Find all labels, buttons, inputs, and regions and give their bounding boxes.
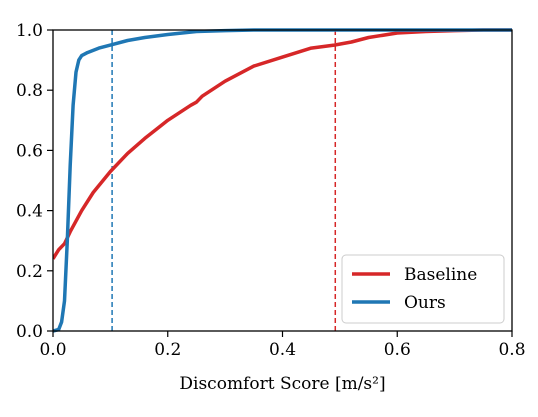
- axes-frame: [52, 29, 513, 332]
- x-tick-label: 0.0: [39, 340, 66, 360]
- x-axis-ticks: 0.0 0.2 0.4 0.6 0.8: [39, 331, 526, 360]
- legend: Baseline Ours: [341, 254, 505, 324]
- y-axis-ticks: 0.0 0.2 0.4 0.6 0.8 1.0: [16, 21, 53, 342]
- series-line-baseline: [53, 28, 512, 260]
- x-tick-label: 0.6: [384, 340, 411, 360]
- y-tick-label: 0.4: [16, 202, 43, 222]
- x-tick-label: 0.2: [154, 340, 181, 360]
- y-tick-label: 0.6: [16, 141, 43, 161]
- y-tick-label: 0.8: [16, 81, 43, 101]
- y-tick-label: 0.0: [16, 322, 43, 342]
- x-tick-label: 0.4: [269, 340, 296, 360]
- y-tick-label: 0.2: [16, 262, 43, 282]
- legend-label-baseline: Baseline: [404, 265, 477, 285]
- x-axis-label: Discomfort Score [m/s²]: [179, 374, 385, 394]
- legend-label-ours: Ours: [404, 293, 446, 313]
- legend-box: [341, 254, 505, 324]
- y-tick-label: 1.0: [16, 21, 43, 41]
- x-tick-label: 0.8: [498, 340, 525, 360]
